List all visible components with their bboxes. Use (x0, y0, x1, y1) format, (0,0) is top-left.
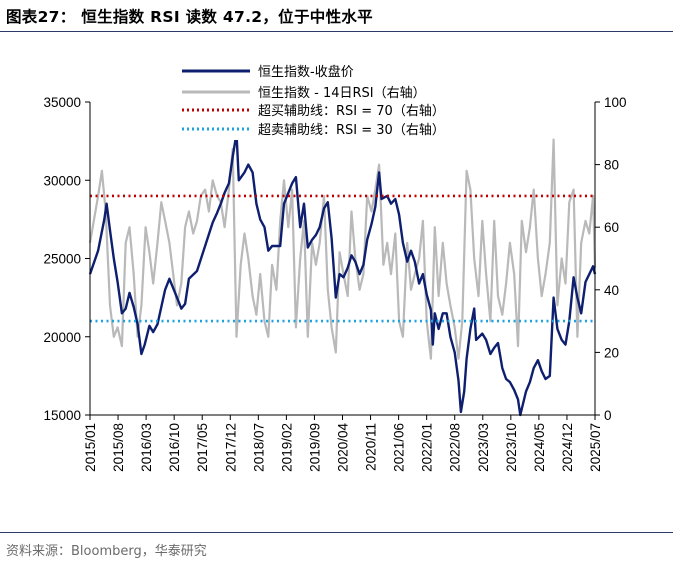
left-tick-label: 30000 (43, 173, 81, 188)
x-tick-label: 2025/07 (588, 423, 603, 472)
x-tick-label: 2020/11 (364, 423, 379, 471)
title-rule (0, 31, 673, 32)
right-tick-label: 60 (604, 220, 619, 235)
left-tick-label: 35000 (43, 95, 81, 110)
left-tick-label: 20000 (43, 330, 81, 345)
x-tick-label: 2015/08 (111, 423, 126, 472)
x-tick-label: 2017/05 (195, 423, 210, 472)
source-note: 资料来源：Bloomberg，华泰研究 (6, 544, 207, 559)
figure-title: 图表27： 恒生指数 RSI 读数 47.2，位于中性水平 (6, 8, 373, 26)
right-tick-label: 20 (604, 345, 619, 360)
x-tick-label: 2024/05 (532, 423, 547, 472)
x-tick-label: 2019/09 (307, 423, 322, 472)
legend-label-overbought: 超买辅助线：RSI = 70（右轴） (258, 104, 445, 119)
left-tick-label: 15000 (43, 408, 81, 423)
x-tick-label: 2022/08 (448, 423, 463, 472)
x-tick-label: 2023/03 (476, 423, 491, 472)
x-tick-label: 2019/02 (279, 423, 294, 472)
x-tick-label: 2018/07 (251, 423, 266, 472)
right-tick-label: 40 (604, 283, 619, 298)
x-tick-label: 2022/01 (420, 423, 435, 472)
left-tick-label: 25000 (43, 252, 81, 267)
right-tick-label: 0 (604, 408, 612, 423)
x-tick-label: 2021/06 (392, 423, 407, 472)
legend-label-index: 恒生指数-收盘价 (258, 64, 354, 80)
x-tick-label: 2020/04 (336, 423, 351, 472)
x-tick-label: 2016/03 (139, 423, 154, 472)
index-series-line (88, 132, 597, 417)
x-tick-label: 2017/12 (223, 423, 238, 472)
x-tick-label: 2024/12 (560, 423, 575, 472)
right-tick-label: 80 (604, 158, 619, 173)
rsi-chart: 15000 20000 25000 30000 35000 0 20 40 60 80 100 201… (43, 64, 627, 472)
x-tick-label: 2016/10 (167, 423, 182, 472)
x-tick-label: 2023/10 (504, 423, 519, 472)
legend-label-oversold: 超卖辅助线：RSI = 30（右轴） (258, 123, 445, 138)
rsi-series-line (88, 138, 597, 360)
legend-label-rsi: 恒生指数 - 14日RSI（右轴） (258, 86, 426, 101)
right-tick-label: 100 (604, 95, 627, 110)
x-tick-label: 2015/01 (83, 423, 98, 472)
source-rule (0, 532, 673, 533)
